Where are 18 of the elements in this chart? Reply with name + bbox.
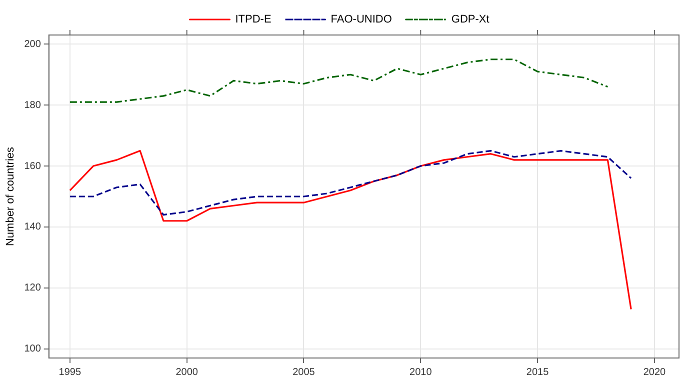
line-series [69, 58, 608, 103]
legend-label: FAO-UNIDO [330, 14, 392, 26]
x-tick-label: 1995 [58, 366, 82, 378]
legend-label: ITPD-E [235, 14, 272, 26]
x-tick-label: 2020 [643, 366, 666, 378]
legend-label: GDP-Xt [451, 14, 490, 26]
line-series [69, 150, 632, 216]
y-tick-label: 160 [24, 160, 42, 172]
y-tick-label: 120 [24, 282, 42, 294]
y-tick-label: 140 [24, 222, 42, 233]
y-tick-label: 100 [24, 344, 42, 355]
x-tick-label: 2010 [410, 366, 432, 378]
x-tick-label: 2000 [176, 366, 198, 378]
x-tick-label: 2005 [292, 366, 316, 378]
y-axis-title: Number of countries [4, 146, 17, 246]
x-tick-label: 2015 [526, 366, 550, 378]
y-tick-label: 200 [24, 38, 42, 50]
y-tick-label: 180 [24, 100, 42, 111]
